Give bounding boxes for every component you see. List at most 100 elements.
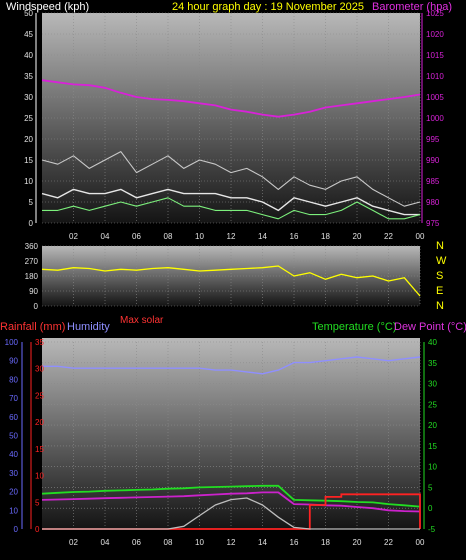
temperature-tick-label: 40 xyxy=(428,338,437,347)
barometer-tick-label: 1020 xyxy=(426,30,444,39)
wind-tick-label: 50 xyxy=(24,9,33,18)
wind-tick-label: 45 xyxy=(24,30,33,39)
dewpoint-axis-title: Dew Point (°C) xyxy=(394,321,466,333)
humidity-tick-label: 30 xyxy=(9,469,18,478)
time-tick-label: 04 xyxy=(101,538,110,547)
wind-tick-label: 10 xyxy=(24,177,33,186)
chart-title: 24 hour graph day : 19 November 2025 xyxy=(172,1,364,13)
wind-avg-line xyxy=(41,188,420,216)
rain-tick-label: 15 xyxy=(35,445,44,454)
time-tick-label: 14 xyxy=(258,232,267,241)
humidity-tick-label: 90 xyxy=(9,357,18,366)
humidity-tick-label: 50 xyxy=(9,432,18,441)
compass-label-s: S xyxy=(436,270,443,282)
humidity-line xyxy=(42,356,421,375)
time-tick-label: 06 xyxy=(132,538,141,547)
time-tick-label: 22 xyxy=(384,538,393,547)
wind-tick-label: 30 xyxy=(24,93,33,102)
wind-axis-title: Windspeed (kph) xyxy=(6,1,89,13)
time-tick-label: 04 xyxy=(101,232,110,241)
time-tick-label: 08 xyxy=(164,232,173,241)
time-tick-label: 00 xyxy=(416,538,425,547)
barometer-axis-title: Barometer (hpa) xyxy=(372,1,452,13)
direction-tick-label: 90 xyxy=(29,287,38,296)
compass-label-n-bottom: N xyxy=(436,300,444,312)
max-solar-label: Max solar xyxy=(120,315,164,326)
rain-tick-label: 0 xyxy=(35,525,40,534)
time-tick-label: 08 xyxy=(164,538,173,547)
time-tick-label: 02 xyxy=(69,538,78,547)
time-tick-label: 10 xyxy=(195,538,204,547)
time-tick-label: 06 xyxy=(132,232,141,241)
direction-tick-label: 180 xyxy=(25,272,39,281)
temperature-line xyxy=(41,484,421,508)
humidity-tick-label: 0 xyxy=(14,525,19,534)
time-tick-label: 02 xyxy=(69,232,78,241)
wind-tick-label: 0 xyxy=(29,219,34,228)
temperature-tick-label: 35 xyxy=(428,359,437,368)
compass-label-n-top: N xyxy=(436,240,444,252)
time-tick-label: 00 xyxy=(416,232,425,241)
time-tick-label: 20 xyxy=(353,232,362,241)
time-tick-label: 14 xyxy=(258,538,267,547)
temperature-tick-label: 15 xyxy=(428,442,437,451)
time-tick-label: 18 xyxy=(321,538,330,547)
humidity-tick-label: 80 xyxy=(9,375,18,384)
temperature-tick-label: 25 xyxy=(428,400,437,409)
barometer-tick-label: 1015 xyxy=(426,51,444,60)
temperature-tick-label: 30 xyxy=(428,380,437,389)
barometer-tick-label: 980 xyxy=(426,198,440,207)
rain-tick-label: 10 xyxy=(35,472,44,481)
barometer-tick-label: 985 xyxy=(426,177,440,186)
compass-label-e: E xyxy=(436,285,443,297)
series-layer xyxy=(41,79,421,530)
temperature-tick-label: 5 xyxy=(428,483,433,492)
barometer-tick-label: 1005 xyxy=(426,93,444,102)
barometer-tick-label: 1000 xyxy=(426,114,444,123)
humidity-tick-label: 40 xyxy=(9,450,18,459)
rain-tick-label: 25 xyxy=(35,391,44,400)
humidity-tick-label: 10 xyxy=(9,506,18,515)
wind-tick-label: 40 xyxy=(24,51,33,60)
compass-label-w: W xyxy=(436,255,447,267)
direction-tick-label: 270 xyxy=(25,257,39,266)
time-tick-label: 20 xyxy=(353,538,362,547)
temperature-tick-label: 20 xyxy=(428,421,437,430)
barometer-tick-label: 990 xyxy=(426,156,440,165)
humidity-tick-label: 60 xyxy=(9,413,18,422)
wind-direction-line xyxy=(41,265,421,297)
rain-tick-label: 30 xyxy=(35,365,44,374)
axis-layer: 0510152025303540455097598098599099510001… xyxy=(5,9,445,547)
rainfall-axis-title: Rainfall (mm) xyxy=(0,321,65,333)
temperature-tick-label: 0 xyxy=(428,504,433,513)
barometer-tick-label: 995 xyxy=(426,135,440,144)
wind-tick-label: 25 xyxy=(24,114,33,123)
wind-low-line xyxy=(42,197,421,220)
time-tick-label: 12 xyxy=(227,538,236,547)
time-tick-label: 16 xyxy=(290,232,299,241)
dewpoint-line xyxy=(41,491,421,513)
wind-gust-line xyxy=(41,151,421,207)
humidity-tick-label: 100 xyxy=(5,338,19,347)
wind-tick-label: 15 xyxy=(24,156,33,165)
barometer-tick-label: 1010 xyxy=(426,72,444,81)
time-tick-label: 22 xyxy=(384,232,393,241)
direction-tick-label: 0 xyxy=(34,302,39,311)
wind-tick-label: 35 xyxy=(24,72,33,81)
temperature-tick-label: 10 xyxy=(428,463,437,472)
humidity-tick-label: 20 xyxy=(9,488,18,497)
max-solar-line xyxy=(42,497,420,530)
time-tick-label: 10 xyxy=(195,232,204,241)
barometer-line xyxy=(41,79,421,118)
temperature-axis-title: Temperature (°C) xyxy=(312,321,396,333)
time-tick-label: 18 xyxy=(321,232,330,241)
wind-tick-label: 20 xyxy=(24,135,33,144)
rain-tick-label: 35 xyxy=(35,338,44,347)
barometer-tick-label: 1025 xyxy=(426,9,444,18)
direction-tick-label: 360 xyxy=(25,242,39,251)
compass-labels: N W S E N xyxy=(436,240,447,312)
humidity-tick-label: 70 xyxy=(9,394,18,403)
rain-tick-label: 5 xyxy=(35,498,40,507)
humidity-axis-title: Humidity xyxy=(67,321,110,333)
